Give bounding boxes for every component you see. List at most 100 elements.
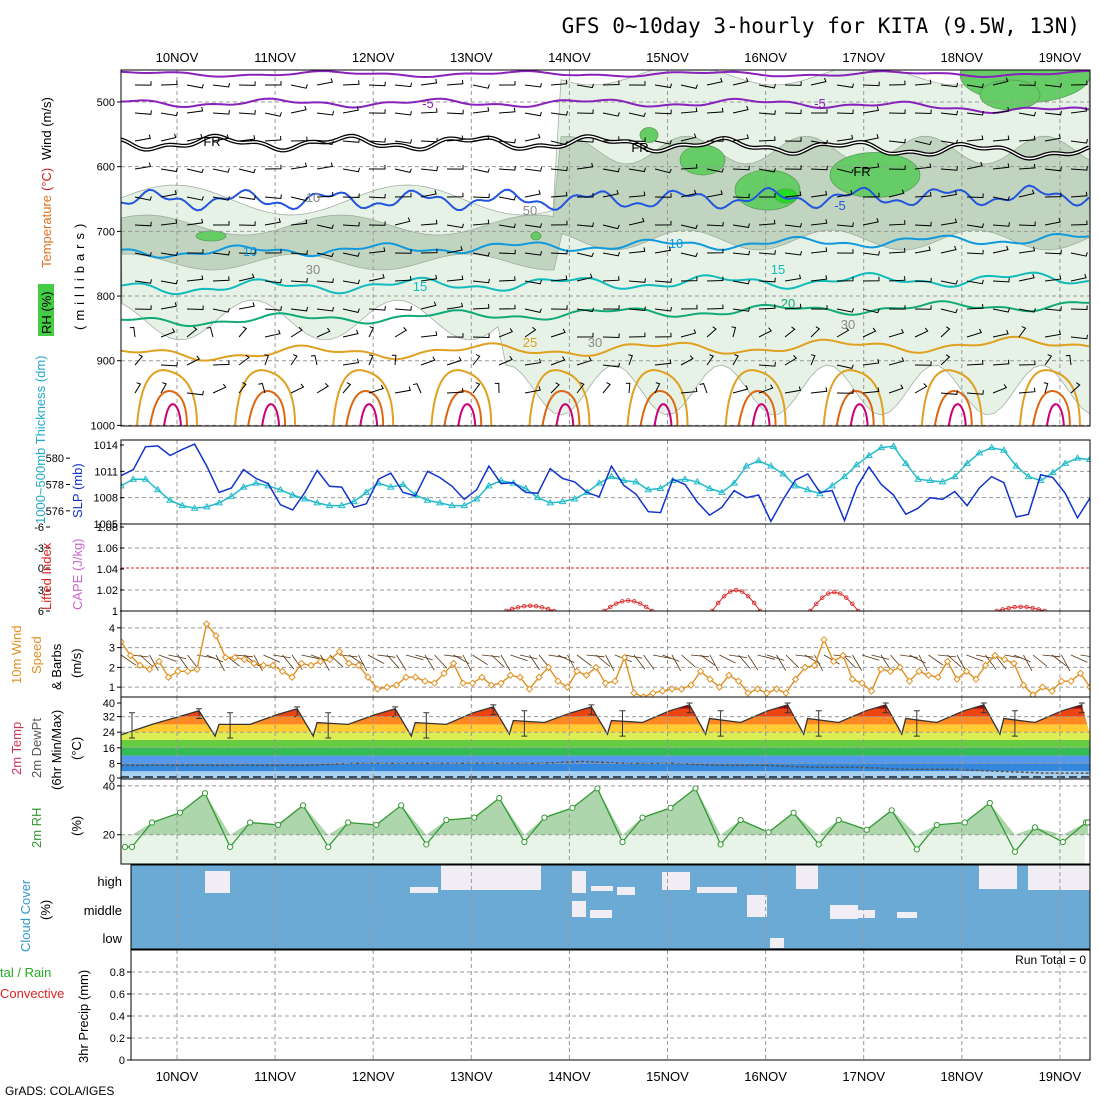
barb-19 — [628, 81, 646, 86]
rh-fill — [121, 785, 1090, 864]
barb-244 — [706, 248, 724, 254]
wind-pt-100 — [1067, 677, 1075, 685]
wind-pt-1 — [126, 651, 135, 660]
wind-barb-2 — [139, 654, 154, 668]
wind-barb-66 — [747, 654, 759, 671]
barb-305 — [368, 306, 386, 311]
rh-pt-35 — [961, 819, 968, 826]
contour-label-16: 10 — [306, 190, 320, 205]
thickness-line-pt-34 — [534, 493, 542, 501]
rh-pt-9 — [325, 843, 332, 851]
temp-band-2 — [121, 755, 1090, 764]
cape-bump-4-pt-5 — [1024, 604, 1029, 610]
barb-289 — [914, 277, 932, 283]
cape-bump-2-pt-0 — [709, 608, 715, 611]
slp-ticks: 1014 1011 1008 1005 580 578 576 — [46, 440, 124, 531]
barb-200 — [524, 223, 542, 228]
barb-337 — [238, 326, 248, 338]
rh-blob-6 — [530, 231, 542, 241]
barb-65 — [862, 106, 880, 114]
wind-barb-94 — [1013, 654, 1031, 663]
iso-25 — [121, 335, 1090, 362]
cape-bump-3-pt-1 — [814, 601, 819, 606]
wind-barb-78 — [861, 654, 880, 661]
cape-bump-3-pt-2 — [820, 595, 825, 600]
barb-214 — [888, 220, 906, 226]
barb-405 — [1044, 354, 1053, 366]
wind-barb-84 — [918, 654, 928, 672]
cape-bump-3-pt-4 — [832, 589, 837, 595]
wind-pt-60 — [687, 681, 695, 689]
wind-barb-30 — [405, 654, 424, 661]
barb-148 — [134, 196, 152, 201]
barb-264 — [264, 278, 282, 284]
barb-299 — [212, 308, 230, 313]
barb-198 — [472, 219, 490, 226]
thickness-line-pt-22 — [386, 483, 395, 490]
cloud-gap-5 — [617, 887, 635, 895]
barb-249 — [836, 249, 854, 254]
thickness-line-pt-29 — [472, 495, 481, 502]
barb-171 — [732, 193, 750, 199]
tick-4: 0 — [119, 1055, 125, 1067]
loop-mid-1 — [247, 390, 287, 426]
barb-103 — [888, 138, 906, 144]
thickness-line-pt-51 — [742, 462, 751, 469]
rh-pt-14 — [443, 816, 450, 824]
barb-389 — [628, 354, 633, 366]
cloud-gap-0 — [205, 871, 230, 893]
wind-barb-33 — [434, 654, 448, 669]
barb-80 — [290, 136, 308, 142]
thickness-line-pt-69 — [963, 459, 971, 466]
contour-label-13: 50 — [523, 203, 537, 218]
thickness-line-pt-39 — [595, 479, 604, 486]
cape-bump-1-pt-5 — [632, 599, 637, 604]
thickness-line-pt-43 — [644, 485, 653, 493]
barb-86 — [446, 135, 464, 142]
barb-104 — [914, 140, 932, 146]
wind-pt-21 — [316, 657, 325, 666]
barb-53 — [550, 111, 568, 116]
barb-440 — [992, 384, 1008, 394]
barb-108 — [1018, 135, 1036, 142]
thickness-line-pt-23 — [399, 480, 407, 487]
barb-392 — [706, 354, 714, 366]
barb-323 — [836, 308, 854, 313]
barb-343 — [394, 327, 408, 338]
top-date-1: 11NOV — [254, 50, 296, 65]
tick-0: 500 — [97, 97, 115, 109]
wind-pt-87 — [943, 657, 952, 666]
barb-99 — [784, 137, 802, 142]
barb-228 — [290, 250, 308, 255]
wind-pt-6 — [174, 667, 182, 676]
wind-barb-27 — [377, 654, 396, 658]
tick-0: -6 — [34, 522, 44, 534]
barb-132 — [680, 163, 698, 170]
thickness-line-pt-58 — [828, 481, 837, 489]
cape-bump-4-pt-3 — [1012, 604, 1017, 610]
barb-301 — [264, 306, 282, 311]
barb-371 — [160, 361, 178, 367]
wind-barb-47 — [567, 654, 577, 672]
loop-outer-1 — [234, 369, 297, 426]
barb-432 — [784, 386, 802, 394]
barb-142 — [940, 166, 958, 171]
barb-107 — [992, 135, 1010, 142]
thickness-line-pt-50 — [730, 479, 739, 486]
barb-283 — [758, 277, 776, 283]
barb-284 — [784, 274, 802, 282]
barb-344 — [420, 331, 438, 338]
barb-398 — [862, 358, 880, 366]
tick-3: 1005 — [94, 519, 118, 531]
barb-351 — [602, 333, 620, 339]
rh-legend-box — [38, 284, 54, 336]
barb-218 — [992, 222, 1010, 227]
wind-pt-54 — [630, 689, 638, 697]
barb-179 — [940, 190, 958, 198]
upper-air-panel: -5 -5 FR FR FR -5 10 10 15 15 20 25 30 50 30 30 10 500 60… — [38, 69, 1091, 432]
tick-5: 0 — [109, 773, 115, 785]
barb-90 — [550, 140, 568, 146]
wind-barb-50 — [595, 654, 611, 667]
barb-279 — [654, 278, 672, 283]
loop-inner-7 — [849, 403, 869, 426]
